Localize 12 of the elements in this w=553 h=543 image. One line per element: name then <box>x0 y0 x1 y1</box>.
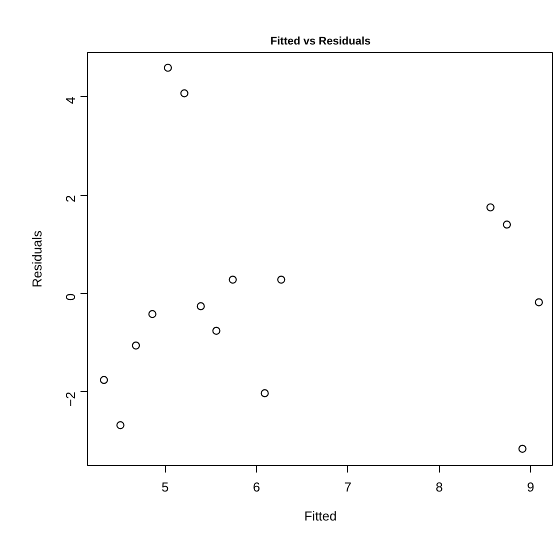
y-tick-label: 0 <box>63 293 78 301</box>
x-axis-title: Fitted <box>304 508 337 524</box>
chart-title: Fitted vs Residuals <box>270 36 371 48</box>
y-axis-title: Residuals <box>30 230 44 288</box>
x-tick-label: 5 <box>162 480 169 494</box>
y-tick-label: −2 <box>63 392 78 407</box>
x-tick-label: 7 <box>344 480 352 494</box>
x-tick-label: 9 <box>527 480 534 494</box>
x-tick-label: 6 <box>252 480 260 494</box>
x-tick-label: 8 <box>436 480 443 494</box>
y-tick-label: 2 <box>63 195 78 202</box>
y-tick-label: 4 <box>63 96 78 104</box>
